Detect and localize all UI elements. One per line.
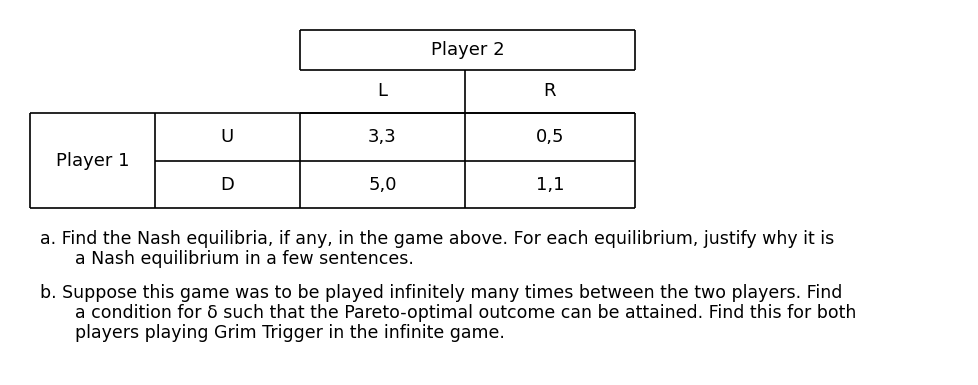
Text: a condition for δ such that the Pareto-optimal outcome can be attained. Find thi: a condition for δ such that the Pareto-o…: [75, 304, 856, 322]
Text: a Nash equilibrium in a few sentences.: a Nash equilibrium in a few sentences.: [75, 250, 414, 268]
Text: D: D: [220, 176, 234, 194]
Text: U: U: [221, 128, 234, 146]
Text: 0,5: 0,5: [535, 128, 563, 146]
Text: L: L: [378, 82, 387, 100]
Text: R: R: [543, 82, 556, 100]
Text: Player 1: Player 1: [56, 152, 129, 169]
Text: Player 2: Player 2: [430, 41, 504, 59]
Text: 3,3: 3,3: [368, 128, 396, 146]
Text: b. Suppose this game was to be played infinitely many times between the two play: b. Suppose this game was to be played in…: [40, 284, 841, 302]
Text: players playing Grim Trigger in the infinite game.: players playing Grim Trigger in the infi…: [75, 324, 505, 342]
Text: a. Find the Nash equilibria, if any, in the game above. For each equilibrium, ju: a. Find the Nash equilibria, if any, in …: [40, 230, 833, 248]
Text: 5,0: 5,0: [368, 176, 396, 194]
Text: 1,1: 1,1: [535, 176, 563, 194]
